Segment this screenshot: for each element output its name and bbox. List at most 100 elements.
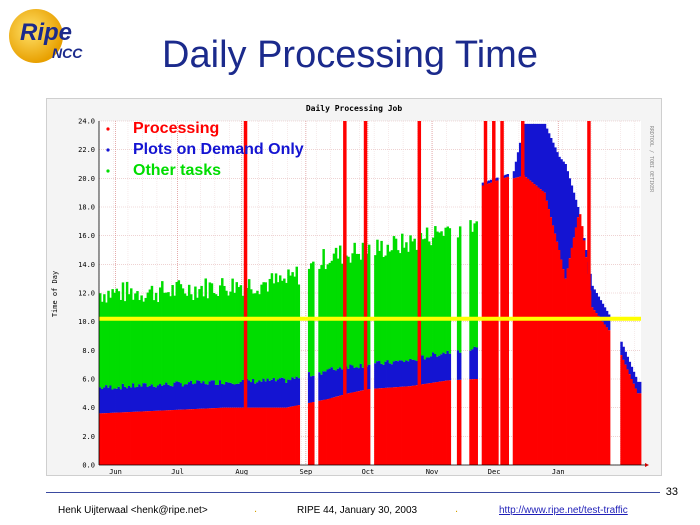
plots-bar: [221, 383, 224, 408]
other-tasks-bar: [231, 278, 234, 384]
plots-bar: [357, 368, 361, 392]
processing-bar: [624, 364, 627, 465]
plots-bar: [167, 384, 170, 411]
processing-bar: [529, 180, 532, 466]
plots-bar: [237, 383, 241, 408]
plots-bar: [177, 381, 181, 410]
other-tasks-bar: [432, 237, 435, 353]
processing-bar: [351, 392, 354, 465]
plots-bar: [281, 377, 284, 408]
processing-bar: [560, 259, 563, 465]
plots-bar: [403, 361, 406, 387]
processing-bar: [125, 412, 129, 465]
plots-bar: [169, 385, 172, 411]
other-tasks-bar: [218, 285, 222, 381]
other-tasks-bar: [187, 284, 191, 383]
processing-bar: [607, 330, 611, 465]
other-tasks-bar: [254, 293, 257, 384]
plots-bar: [591, 285, 594, 308]
processing-bar: [382, 388, 385, 465]
processing-bar: [554, 233, 557, 465]
plots-bar: [595, 293, 598, 314]
plots-bar: [165, 382, 168, 411]
other-tasks-bar: [136, 291, 139, 387]
plots-bar: [382, 364, 385, 389]
processing-bar: [192, 409, 195, 465]
plots-bar: [241, 379, 245, 408]
plots-bar: [552, 142, 555, 226]
other-tasks-bar: [330, 260, 334, 368]
y-tick-label: 20.0: [78, 175, 95, 183]
plots-bar: [367, 364, 371, 390]
plots-bar: [413, 360, 416, 386]
plots-bar: [599, 300, 603, 319]
plots-bar: [250, 382, 253, 408]
processing-bar: [285, 407, 288, 465]
y-tick-label: 16.0: [78, 232, 95, 240]
y-tick-label: 12.0: [78, 290, 95, 298]
other-tasks-bar: [291, 272, 294, 378]
other-tasks-bar: [212, 292, 216, 381]
other-tasks-bar: [185, 295, 189, 385]
processing-bar: [264, 407, 267, 465]
processing-bar: [113, 412, 116, 465]
other-tasks-bar: [272, 283, 276, 379]
other-tasks-bar: [216, 295, 220, 385]
processing-bar: [558, 250, 561, 465]
processing-bar: [310, 402, 313, 465]
processing-bar: [411, 385, 414, 465]
processing-bar: [158, 410, 162, 465]
plots-bar: [351, 365, 354, 393]
other-tasks-bar: [456, 237, 460, 351]
other-tasks-bar: [223, 285, 226, 385]
plots-bar: [386, 360, 390, 388]
plots-bar: [388, 363, 392, 388]
plots-bar: [489, 179, 493, 183]
other-tasks-bar: [99, 293, 102, 388]
plots-bar: [214, 384, 218, 409]
processing-bar: [132, 411, 135, 465]
other-tasks-bar: [260, 284, 263, 382]
plots-bar: [411, 359, 414, 386]
plots-bar: [218, 380, 222, 408]
plots-bar: [576, 207, 580, 218]
plots-bar: [456, 350, 460, 380]
other-tasks-bar: [101, 301, 104, 389]
processing-bar: [148, 411, 152, 465]
other-tasks-bar: [409, 235, 412, 359]
other-tasks-bar: [403, 247, 406, 362]
processing-bar: [190, 409, 193, 465]
processing-bar: [173, 409, 176, 465]
plots-bar: [324, 371, 327, 400]
right-caption: RRDTOOL / TOBI OETIKER: [648, 126, 654, 193]
plots-bar: [427, 357, 431, 384]
processing-bar: [518, 176, 522, 465]
processing-bar: [105, 413, 108, 465]
plots-bar: [560, 159, 563, 260]
processing-bar: [121, 412, 125, 465]
processing-bar: [210, 408, 214, 465]
processing-bar: [398, 386, 402, 465]
processing-bar: [101, 413, 104, 465]
processing-bar: [241, 407, 245, 465]
processing-bar: [330, 397, 334, 465]
footer-link[interactable]: http://www.ripe.net/test-traffic: [499, 505, 628, 516]
processing-spike: [500, 121, 504, 465]
other-tasks-bar: [446, 226, 450, 351]
other-tasks-bar: [398, 253, 402, 361]
processing-bar: [216, 407, 220, 465]
plots-bar: [539, 123, 543, 190]
other-tasks-bar: [349, 262, 352, 365]
processing-bar: [376, 388, 379, 465]
other-tasks-bar: [281, 280, 284, 378]
plots-bar: [332, 369, 336, 398]
other-tasks-bar: [353, 242, 356, 368]
processing-bar: [194, 409, 197, 465]
plots-bar: [173, 382, 176, 410]
plots-bar: [198, 380, 201, 409]
processing-bar: [516, 177, 520, 465]
y-tick-label: 18.0: [78, 204, 95, 212]
processing-bar: [187, 409, 191, 465]
plots-bar: [593, 289, 596, 311]
plots-bar: [247, 380, 251, 408]
